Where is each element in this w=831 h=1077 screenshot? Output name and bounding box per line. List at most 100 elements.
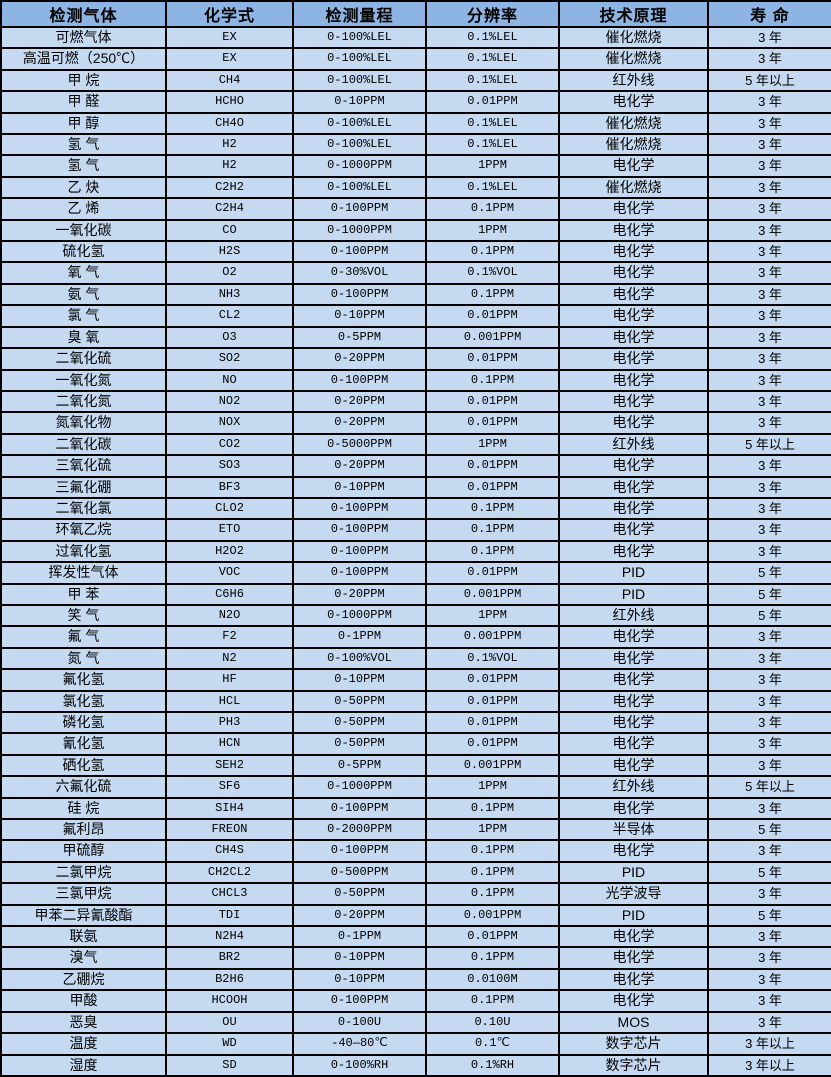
detection-range-cell: 0-10PPM [292,90,427,114]
technology-cell: 催化燃烧 [558,47,709,71]
detection-range-cell: 0-100%LEL [292,133,427,157]
resolution-cell: 0.01PPM [425,732,560,756]
chemical-formula-cell: WD [165,1032,294,1056]
chemical-formula-cell: SD [165,1053,294,1077]
table-row: 二氧化氮 NO2 0-20PPM 0.01PPM 电化学 3 年 [0,389,831,414]
chemical-formula-cell: CH4 [165,68,294,93]
gas-name-cell: 氟利昂 [0,818,167,842]
table-row: 氟化氢 HF 0-10PPM 0.01PPM 电化学 3 年 [0,668,831,692]
detection-range-cell: -40—80℃ [292,1032,427,1056]
technology-cell: 电化学 [558,967,709,992]
lifespan-cell: 3 年 [707,989,831,1013]
resolution-cell: 0.1%LEL [425,175,560,200]
resolution-cell: 0.1%LEL [425,111,560,136]
gas-name-cell: 甲硫醇 [0,839,167,863]
resolution-cell: 0.1PPM [425,539,560,564]
detection-range-cell: 0-100PPM [292,839,427,863]
table-row: 一氧化碳 CO 0-1000PPM 1PPM 电化学 3 年 [0,218,831,243]
chemical-formula-cell: O3 [165,325,294,350]
table-row: 氯 气 CL2 0-10PPM 0.01PPM 电化学 3 年 [0,304,831,328]
gas-name-cell: 甲酸 [0,989,167,1013]
table-row: 氮 气 N2 0-100%VOL 0.1%VOL 电化学 3 年 [0,646,831,671]
chemical-formula-cell: N2O [165,603,294,628]
resolution-cell: 0.01PPM [425,304,560,328]
resolution-cell: 1PPM [425,818,560,842]
detection-range-cell: 0-100PPM [292,796,427,821]
lifespan-cell: 3 年 [707,47,831,71]
technology-cell: 数字芯片 [558,1032,709,1056]
chemical-formula-cell: H2 [165,154,294,178]
technology-cell: 电化学 [558,261,709,285]
table-row: 二氯甲烷 CH2CL2 0-500PPM 0.1PPM PID 5 年 [0,860,831,885]
table-row: 氢 气 H2 0-1000PPM 1PPM 电化学 3 年 [0,154,831,178]
table-row: 氰化氢 HCN 0-50PPM 0.01PPM 电化学 3 年 [0,732,831,756]
resolution-cell: 0.01PPM [425,454,560,478]
lifespan-cell: 3 年以上 [707,1032,831,1056]
chemical-formula-cell: CH4S [165,839,294,863]
chemical-formula-cell: HF [165,668,294,692]
gas-name-cell: 湿度 [0,1053,167,1077]
table-row: 过氧化氢 H2O2 0-100PPM 0.1PPM 电化学 3 年 [0,539,831,564]
technology-cell: 电化学 [558,625,709,649]
technology-cell: 电化学 [558,989,709,1013]
resolution-cell: 0.1%LEL [425,25,560,50]
detection-range-cell: 0-50PPM [292,882,427,906]
chemical-formula-cell: BF3 [165,475,294,499]
table-row: 硒化氢 SEH2 0-5PPM 0.001PPM 电化学 3 年 [0,753,831,778]
chemical-formula-cell: NH3 [165,282,294,307]
chemical-formula-cell: EX [165,47,294,71]
chemical-formula-cell: HCOOH [165,989,294,1013]
technology-cell: 电化学 [558,518,709,542]
gas-name-cell: 二氧化氮 [0,389,167,414]
table-row: 甲 醇 CH4O 0-100%LEL 0.1%LEL 催化燃烧 3 年 [0,111,831,136]
chemical-formula-cell: B2H6 [165,967,294,992]
detection-range-cell: 0-20PPM [292,582,427,606]
chemical-formula-cell: NOX [165,411,294,435]
table-row: 氟利昂 FREON 0-2000PPM 1PPM 半导体 5 年 [0,818,831,842]
gas-name-cell: 硫化氢 [0,240,167,264]
resolution-cell: 0.1PPM [425,240,560,264]
table-body: 可燃气体 EX 0-100%LEL 0.1%LEL 催化燃烧 3 年高温可燃（250℃） E… [0,25,831,1077]
technology-cell: 电化学 [558,668,709,692]
lifespan-cell: 3 年 [707,90,831,114]
lifespan-cell: 3 年 [707,240,831,264]
lifespan-cell: 3 年 [707,925,831,949]
column-header-detection-range: 检测量程 [292,0,427,28]
table-row: 乙 炔 C2H2 0-100%LEL 0.1%LEL 催化燃烧 3 年 [0,175,831,200]
lifespan-cell: 5 年 [707,561,831,585]
lifespan-cell: 3 年 [707,25,831,50]
detection-range-cell: 0-50PPM [292,689,427,714]
chemical-formula-cell: CLO2 [165,496,294,521]
resolution-cell: 0.1PPM [425,518,560,542]
gas-name-cell: 甲 醛 [0,90,167,114]
gas-name-cell: 挥发性气体 [0,561,167,585]
resolution-cell: 0.1%VOL [425,646,560,671]
table-row: 甲硫醇 CH4S 0-100PPM 0.1PPM 电化学 3 年 [0,839,831,863]
table-row: 恶臭 OU 0-100U 0.10U MOS 3 年 [0,1010,831,1035]
lifespan-cell: 3 年 [707,796,831,821]
resolution-cell: 0.1%VOL [425,261,560,285]
resolution-cell: 0.01PPM [425,347,560,371]
gas-name-cell: 氰化氢 [0,732,167,756]
gas-name-cell: 甲 醇 [0,111,167,136]
table-row: 氯化氢 HCL 0-50PPM 0.01PPM 电化学 3 年 [0,689,831,714]
gas-name-cell: 氟化氢 [0,668,167,692]
resolution-cell: 0.1PPM [425,882,560,906]
gas-name-cell: 一氧化氮 [0,368,167,392]
gas-name-cell: 硒化氢 [0,753,167,778]
gas-name-cell: 二氯甲烷 [0,860,167,885]
chemical-formula-cell: SIH4 [165,796,294,821]
lifespan-cell: 3 年以上 [707,1053,831,1077]
gas-name-cell: 高温可燃（250℃） [0,47,167,71]
lifespan-cell: 3 年 [707,625,831,649]
technology-cell: 红外线 [558,432,709,457]
chemical-formula-cell: SO3 [165,454,294,478]
chemical-formula-cell: PH3 [165,710,294,735]
detection-range-cell: 0-100%VOL [292,646,427,671]
lifespan-cell: 3 年 [707,475,831,499]
technology-cell: 电化学 [558,389,709,414]
gas-name-cell: 氮氧化物 [0,411,167,435]
chemical-formula-cell: TDI [165,903,294,928]
detection-range-cell: 0-100PPM [292,518,427,542]
table-row: 乙硼烷 B2H6 0-10PPM 0.0100M 电化学 3 年 [0,967,831,992]
